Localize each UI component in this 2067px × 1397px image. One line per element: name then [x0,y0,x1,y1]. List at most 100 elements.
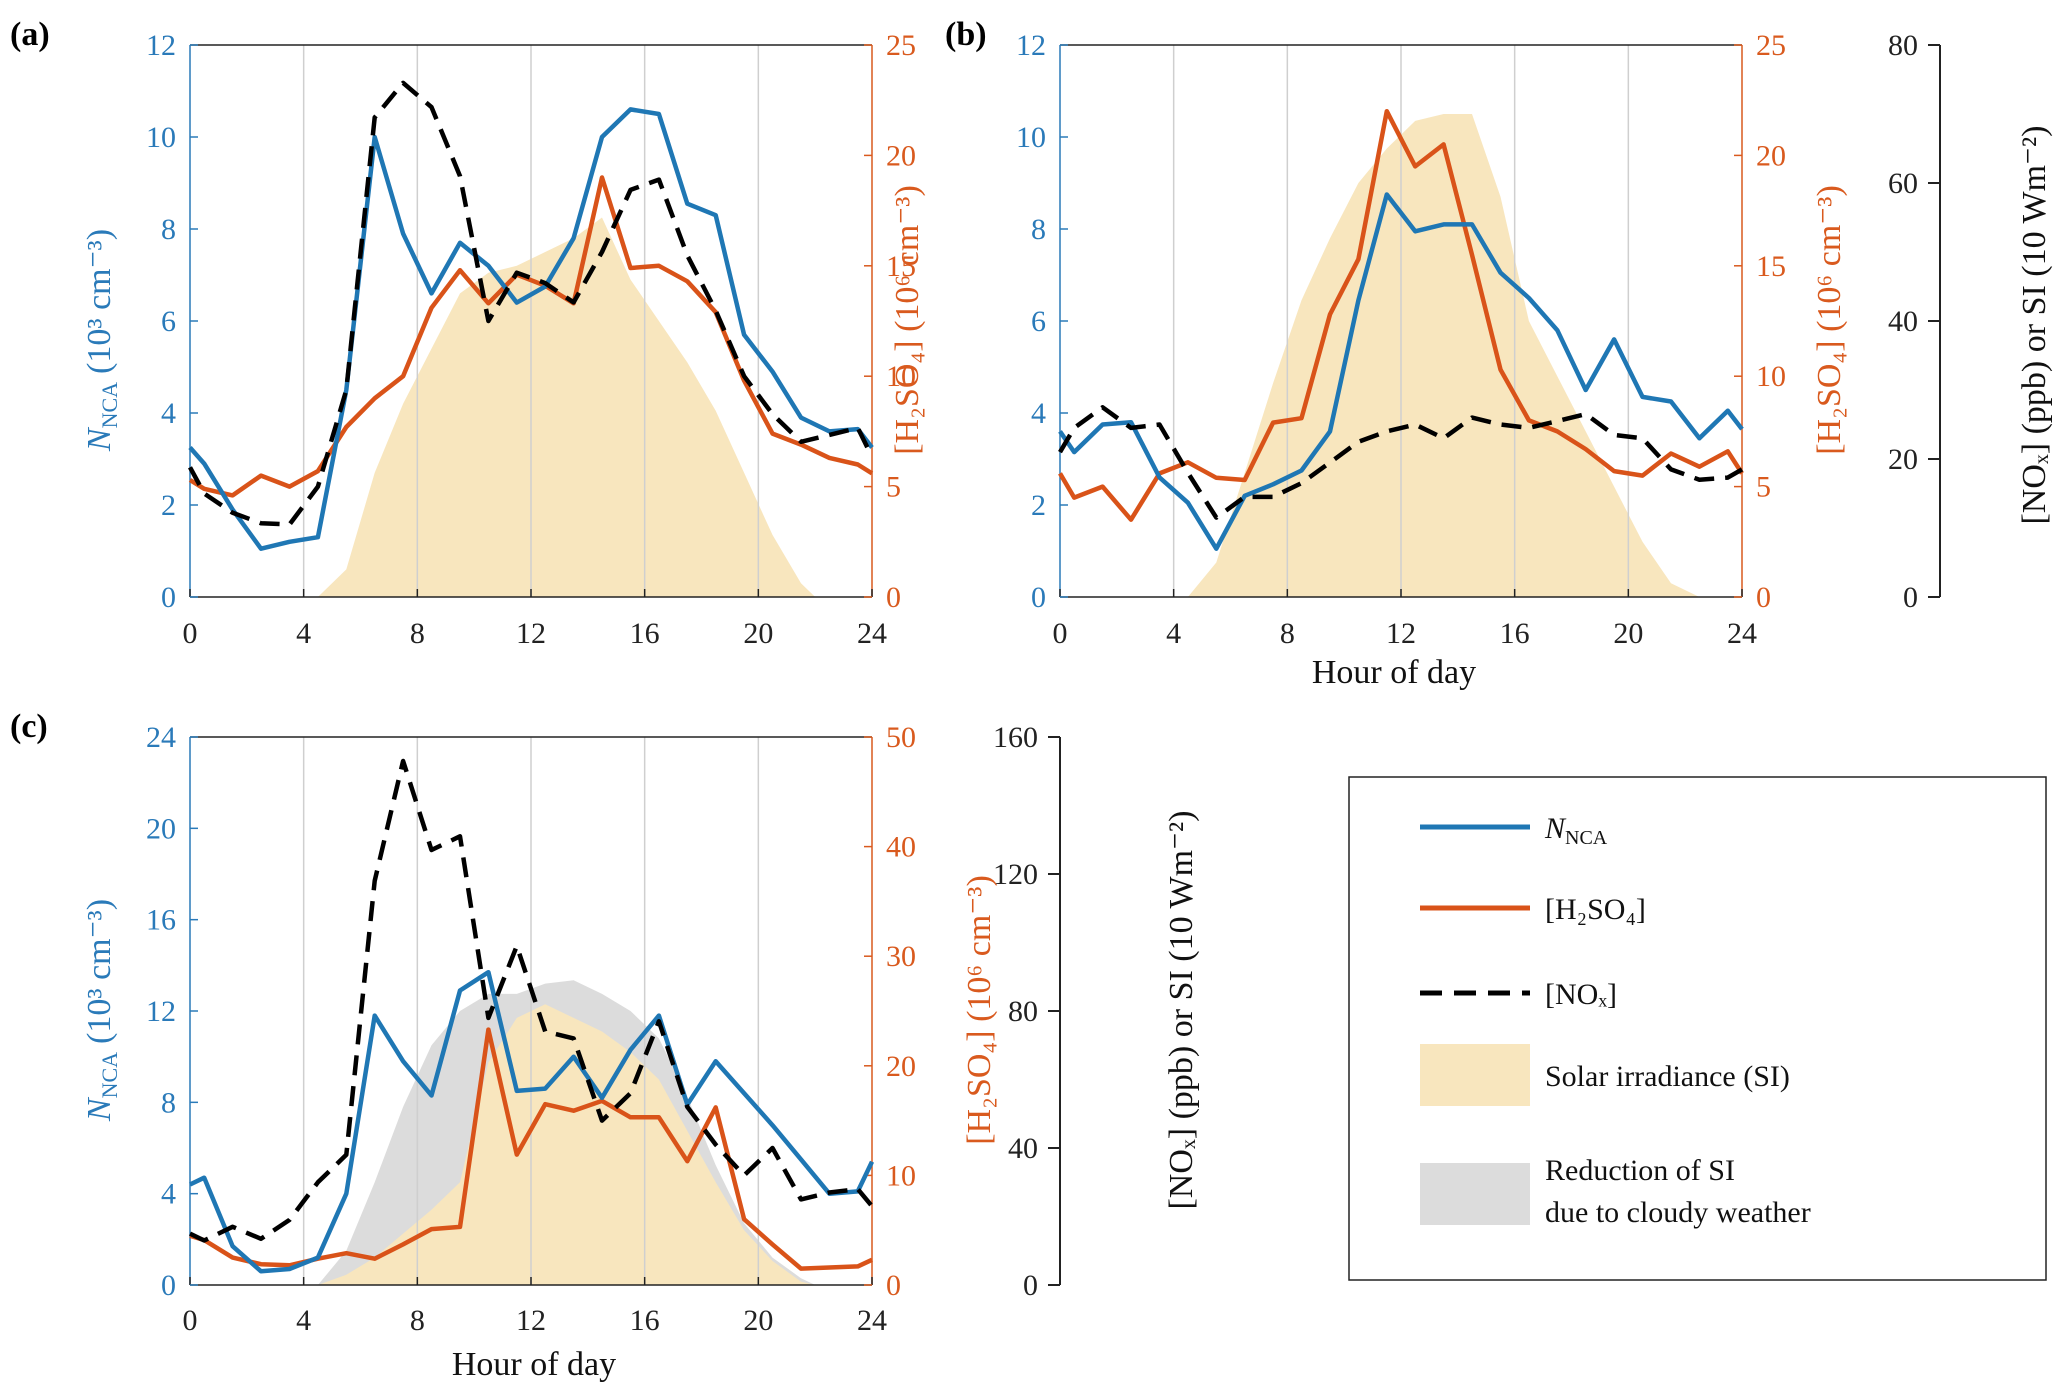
panel-a-right-tick-label-5: 5 [886,471,901,504]
panel-a-left-tick-label-10: 10 [146,121,176,154]
panel-b-third-tick-label-0: 0 [1903,581,1918,614]
panel-c-right-tick-label-10: 10 [886,1159,916,1192]
panel-b-third-axis-label: [NOₓ] (ppb) or SI (10 Wm⁻²) [2016,125,2053,524]
legend-si-reduction-label-line1: Reduction of SI [1545,1154,1735,1187]
panel-a-nox-line [188,80,875,527]
panel-c-left-tick-label-24: 24 [146,721,176,754]
panel-a-right-tick-label-15: 15 [886,250,916,283]
panel-b-right-tick-label-5: 5 [1756,471,1771,504]
panel-b-right-tick-label-20: 20 [1756,139,1786,172]
panel-c-right-tick-label-40: 40 [886,831,916,864]
panel-b-third-tick-label-80: 80 [1888,29,1918,62]
panel-c-left-tick-label-20: 20 [146,812,176,845]
panel-b-xtick-label-8: 8 [1280,617,1295,650]
panel-a-xtick-label-20: 20 [743,617,773,650]
panel-c-xtick-label-20: 20 [743,1304,773,1337]
panel-b-left-tick-label-12: 12 [1016,29,1046,62]
panel-c-xtick-label-0: 0 [183,1304,198,1337]
panel-b-xtick-label-20: 20 [1613,617,1643,650]
panel-c-nox-line [189,758,874,1243]
panel-c-xtick-label-8: 8 [410,1304,425,1337]
panel-a-nnca-line [188,107,874,551]
panel-a-xtick-label-4: 4 [296,617,311,650]
panel-b-left-tick-label-6: 6 [1031,305,1046,338]
legend: NNCA [H₂SO₄] [NOₓ] Solar irradiance (SI)… [1348,776,2047,1281]
panel-a-right-tick-label-20: 20 [886,139,916,172]
legend-h2so4-label: [H₂SO₄] [1545,893,1646,926]
panel-c-x-axis-label: Hour of day [452,1346,616,1383]
legend-si-swatch [1420,1044,1530,1106]
panel-c-left-tick-label-8: 8 [161,1086,176,1119]
panel-c-third-tick-label-40: 40 [1008,1132,1038,1165]
panel-c-third-tick-label-0: 0 [1023,1269,1038,1302]
legend-nox-label: [NOₓ] [1545,978,1617,1011]
panel-c-left-tick-label-16: 16 [146,904,176,937]
panel-b-left-tick-label-8: 8 [1031,213,1046,246]
panel-c-plot: 0 4 8 12 16 20 2404812162024010203040500408012… [146,721,1061,1337]
legend-si-label: Solar irradiance (SI) [1545,1060,1790,1093]
panel-a-xtick-label-12: 12 [516,617,546,650]
panel-b-right-tick-label-10: 10 [1756,360,1786,393]
panel-b-right-tick-label-15: 15 [1756,250,1786,283]
panel-c-right-tick-label-0: 0 [886,1269,901,1302]
panel-c-solar-irradiance-area [317,1004,816,1285]
panel-c-right-tick-label-30: 30 [886,940,916,973]
legend-si-reduction-swatch [1420,1163,1530,1225]
panel-b-solar-irradiance-area [1187,114,1700,597]
panel-c-right-tick-label-20: 20 [886,1050,916,1083]
panel-b-third-tick-label-60: 60 [1888,167,1918,200]
panel-a-left-tick-label-6: 6 [161,305,176,338]
panel-c-left-axis-label: NNCA(10³ cm⁻³) [81,899,122,1122]
panel-a-h2so4-line [188,175,874,498]
panel-b-right-tick-label-25: 25 [1756,29,1786,62]
panel-b-x-axis-label: Hour of day [1312,654,1476,691]
panel-c-left-tick-label-4: 4 [161,1178,176,1211]
panel-a-left-tick-label-12: 12 [146,29,176,62]
panel-c-left-tick-label-0: 0 [161,1269,176,1302]
panel-a-xtick-label-8: 8 [410,617,425,650]
panel-a-xtick-label-24: 24 [857,617,887,650]
panel-a-right-tick-label-10: 10 [886,360,916,393]
panel-a-right-tick-label-25: 25 [886,29,916,62]
panel-c-right-tick-label-50: 50 [886,721,916,754]
panel-a-left-axis-label: NNCA(10³ cm⁻³) [81,229,122,452]
panel-b-left-tick-label-2: 2 [1031,489,1046,522]
panel-c-third-tick-label-120: 120 [993,858,1038,891]
panel-c-nnca-line [189,969,875,1274]
panel-b-nox-line [1058,405,1744,520]
panel-a-xtick-label-0: 0 [183,617,198,650]
panel-b-left-tick-label-10: 10 [1016,121,1046,154]
legend-si-reduction-label-line2: due to cloudy weather [1545,1196,1811,1229]
panel-a-left-tick-label-8: 8 [161,213,176,246]
panel-c-h2so4-line [189,1027,873,1271]
panel-b-xtick-label-12: 12 [1386,617,1416,650]
panel-b-left-tick-label-0: 0 [1031,581,1046,614]
panel-b-xtick-label-16: 16 [1500,617,1530,650]
panel-c-label: (c) [10,708,48,745]
panel-c-third-tick-label-160: 160 [993,721,1038,754]
panel-b-h2so4-line [1058,108,1744,522]
panel-c-xtick-label-12: 12 [516,1304,546,1337]
panel-c-left-tick-label-12: 12 [146,995,176,1028]
panel-b-third-tick-label-20: 20 [1888,443,1918,476]
legend-nnca-label: NNCA [1544,812,1608,849]
panel-b-right-axis-label: [H₂SO₄] (10⁶ cm⁻³) [1811,185,1848,455]
panel-c-xtick-label-16: 16 [630,1304,660,1337]
panel-b-nnca-line [1058,192,1744,551]
panel-c-right-axis-label: [H₂SO₄] (10⁶ cm⁻³) [961,875,998,1145]
panel-a-xtick-label-16: 16 [630,617,660,650]
panel-c-third-tick-label-80: 80 [1008,995,1038,1028]
panel-b-xtick-label-4: 4 [1166,617,1181,650]
panel-b-left-tick-label-4: 4 [1031,397,1046,430]
panel-b-right-tick-label-0: 0 [1756,581,1771,614]
panel-c-third-axis-label: [NOₓ] (ppb) or SI (10 Wm⁻²) [1163,810,1200,1209]
panel-a-left-tick-label-2: 2 [161,489,176,522]
panel-a-solar-irradiance-area [317,217,816,597]
panel-b-third-tick-label-40: 40 [1888,305,1918,338]
panel-c-xtick-label-24: 24 [857,1304,887,1337]
panel-b-xtick-label-24: 24 [1727,617,1757,650]
panel-a-left-tick-label-0: 0 [161,581,176,614]
